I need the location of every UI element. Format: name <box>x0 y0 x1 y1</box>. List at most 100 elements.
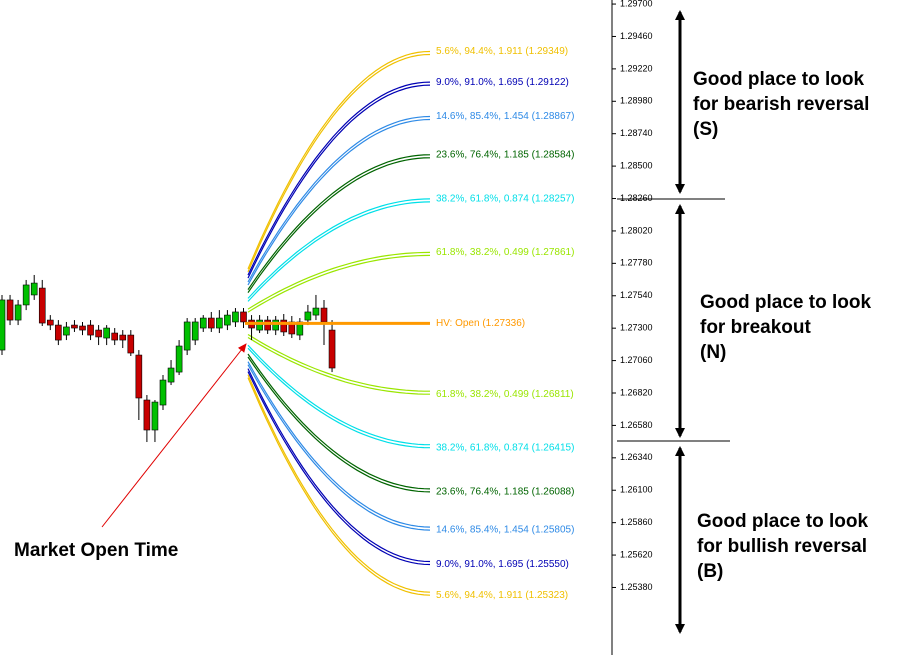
zone-label: Good place to look <box>693 69 864 90</box>
fan-curve <box>247 254 431 313</box>
fan-curve <box>247 81 431 276</box>
candle-body <box>280 319 288 333</box>
zone-label: (N) <box>700 342 726 363</box>
candle-body <box>159 379 167 406</box>
y-tick-label: 1.29700 <box>620 0 653 8</box>
level-label: 61.8%, 38.2%, 0.499 (1.27861) <box>436 247 574 258</box>
y-tick-label: 1.29460 <box>620 31 653 41</box>
y-tick-label: 1.26820 <box>620 387 653 397</box>
level-label: 38.2%, 61.8%, 0.874 (1.26415) <box>436 442 574 453</box>
fan-curve <box>247 201 431 302</box>
y-tick-label: 1.28980 <box>620 96 653 106</box>
candle-body <box>14 304 22 321</box>
candle-body <box>199 317 207 329</box>
candle-body <box>151 401 159 431</box>
candle-body <box>79 325 86 331</box>
fan-curve <box>247 333 430 392</box>
y-tick-label: 1.25380 <box>620 582 653 592</box>
candle-body <box>46 319 54 326</box>
candle-body <box>0 299 6 351</box>
fan-curve <box>247 157 431 293</box>
candle-body <box>256 319 263 331</box>
candle-body <box>304 311 312 321</box>
y-tick-label: 1.28020 <box>620 225 653 235</box>
fan-curve <box>247 118 431 286</box>
candle-body <box>6 299 14 321</box>
level-label: 23.6%, 76.4%, 1.185 (1.26088) <box>436 486 574 497</box>
candle-body <box>55 324 62 341</box>
candle-body <box>143 399 151 431</box>
fan-curve <box>247 251 431 310</box>
level-label: 14.6%, 85.4%, 1.454 (1.28867) <box>436 111 574 122</box>
candle-body <box>22 284 30 306</box>
candle-body <box>264 319 271 331</box>
y-tick-label: 1.26340 <box>620 452 653 462</box>
y-tick-label: 1.27060 <box>620 355 653 365</box>
fan-curve <box>247 198 431 299</box>
candle-body <box>224 314 231 326</box>
fan-curve <box>247 344 431 446</box>
y-tick-label: 1.26100 <box>620 485 653 495</box>
fan-curve <box>247 364 431 531</box>
fan-curve <box>247 371 431 566</box>
y-tick-label: 1.25860 <box>620 517 653 527</box>
y-tick-label: 1.27300 <box>620 323 653 333</box>
candle-body <box>272 319 280 331</box>
fan-curve <box>247 53 431 273</box>
level-label: 9.0%, 91.0%, 1.695 (1.25550) <box>436 559 569 570</box>
candle-body <box>38 287 46 324</box>
candle-body <box>111 332 118 341</box>
y-tick-label: 1.28500 <box>620 160 653 170</box>
candle-body <box>216 317 223 329</box>
candle-body <box>119 334 127 341</box>
level-label: 5.6%, 94.4%, 1.911 (1.29349) <box>436 46 568 57</box>
y-tick-label: 1.29220 <box>620 63 653 73</box>
fan-curve <box>247 361 431 528</box>
level-label: 9.0%, 91.0%, 1.695 (1.29122) <box>436 77 569 88</box>
candle-body <box>183 321 191 351</box>
y-tick-label: 1.25620 <box>620 549 653 559</box>
y-tick-label: 1.26580 <box>620 420 653 430</box>
fan-curve <box>247 353 431 490</box>
candle-body <box>328 329 336 369</box>
candle-body <box>103 327 110 339</box>
candle-body <box>175 345 183 373</box>
zone-label: (B) <box>697 561 723 582</box>
candle-body <box>191 321 199 341</box>
level-label: 61.8%, 38.2%, 0.499 (1.26811) <box>436 389 574 400</box>
fan-curve <box>247 368 431 563</box>
fan-curve <box>247 84 431 279</box>
y-tick-label: 1.27540 <box>620 290 653 300</box>
market-open-arrow <box>101 343 247 528</box>
zone-label: Good place to look <box>700 292 871 313</box>
candle-body <box>135 354 143 399</box>
candle-body <box>232 311 239 323</box>
fan-curve <box>247 154 431 290</box>
fan-curve <box>247 377 431 596</box>
zone-label: for breakout <box>700 317 812 338</box>
zone-label: Good place to look <box>697 511 868 532</box>
candle-body <box>320 307 328 323</box>
candle-body <box>167 367 175 383</box>
level-label: 14.6%, 85.4%, 1.454 (1.25805) <box>436 525 574 536</box>
zone-label: (S) <box>693 119 718 140</box>
candle-body <box>87 324 94 336</box>
zone-label: for bullish reversal <box>697 536 867 557</box>
level-label: 23.6%, 76.4%, 1.185 (1.28584) <box>436 149 574 160</box>
candle-body <box>95 329 102 338</box>
zone-label: for bearish reversal <box>693 94 869 115</box>
level-label: 5.6%, 94.4%, 1.911 (1.25323) <box>436 590 568 601</box>
candle-body <box>71 324 78 329</box>
fan-curve <box>247 115 431 283</box>
candle-body <box>63 326 70 336</box>
candle-body <box>208 317 215 329</box>
level-label: 38.2%, 61.8%, 0.874 (1.28257) <box>436 194 574 205</box>
y-tick-label: 1.28260 <box>620 193 653 203</box>
fan-curve <box>247 374 431 593</box>
candle-body <box>30 282 38 296</box>
candle-body <box>312 307 320 316</box>
fan-curve <box>247 50 431 270</box>
y-tick-label: 1.27780 <box>620 258 653 268</box>
candle-body <box>240 311 247 323</box>
